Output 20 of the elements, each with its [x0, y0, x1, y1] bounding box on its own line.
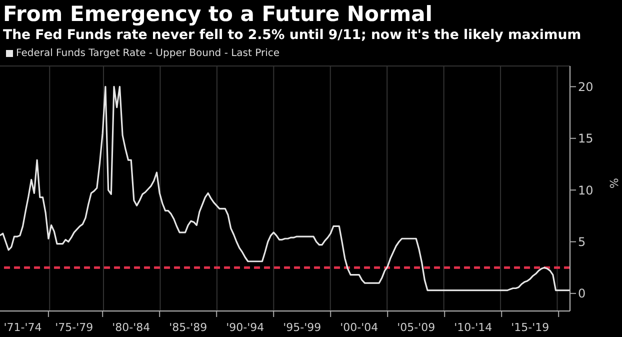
x-tick-label: '10-'14	[454, 321, 492, 334]
x-tick-label: '75-'79	[55, 321, 94, 334]
y-tick-label: 10	[578, 183, 594, 198]
line-series	[0, 86, 571, 292]
x-tick-label: '95-'99	[283, 321, 322, 334]
y-tick-label: 5	[578, 235, 586, 249]
y-axis-title: %	[607, 178, 620, 188]
chart-subtitle: The Fed Funds rate never fell to 2.5% until 9/11; now it's the likely maximum	[3, 28, 582, 43]
x-tick-label: '05-'09	[397, 321, 436, 334]
x-tick-label: '85-'89	[169, 321, 208, 334]
y-tick-label: 20	[578, 80, 594, 94]
y-tick-label: 0	[578, 286, 586, 301]
legend-label: Federal Funds Target Rate - Upper Bound - Last Price	[15, 48, 280, 59]
x-tick-label: '71-'74	[4, 321, 42, 334]
x-tick-label: '80-'84	[112, 321, 150, 334]
x-tick-label: '00-'04	[340, 321, 378, 334]
y-tick-label: 15	[578, 132, 594, 146]
x-tick-label: '15-'19	[511, 321, 550, 334]
chart-title: From Emergency to a Future Normal	[3, 2, 432, 26]
x-tick-label: '90-'94	[226, 321, 264, 334]
